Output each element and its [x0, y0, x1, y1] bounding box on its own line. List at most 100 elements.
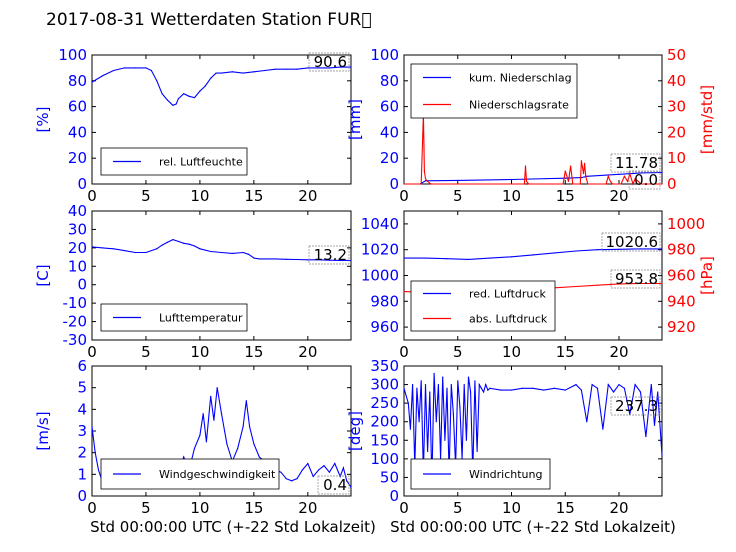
- x-tick-label: 15: [244, 343, 263, 361]
- data-point: [91, 426, 93, 428]
- y-tick-label-right: 20: [667, 123, 686, 141]
- page-title: 2017-08-31 Wetterdaten Station FUR : [46, 10, 372, 30]
- x-tick-label: 15: [556, 187, 575, 205]
- data-point: [607, 175, 609, 177]
- data-point: [328, 259, 331, 261]
- data-point: [476, 450, 478, 453]
- x-tick-label: 20: [298, 187, 317, 205]
- data-point: [639, 248, 642, 250]
- data-point: [424, 180, 427, 182]
- data-point: [412, 383, 414, 386]
- value-label-box: [610, 153, 661, 173]
- y-axis-label: [m/s]: [34, 411, 52, 450]
- data-point: [264, 69, 266, 72]
- y-tick-label: 100: [370, 46, 399, 64]
- data-point: [166, 99, 169, 101]
- y-tick-label: 0: [77, 175, 87, 193]
- y-tick-label: 20: [380, 149, 399, 167]
- data-point: [525, 180, 528, 183]
- data-point: [618, 383, 620, 386]
- legend-label: Windrichtung: [469, 468, 542, 481]
- y-axis-label: [mm]: [346, 99, 364, 140]
- series-line-2: [404, 114, 662, 186]
- data-point: [193, 96, 196, 99]
- data-point: [575, 383, 577, 386]
- data-point: [274, 68, 277, 70]
- y-tick-label: 60: [380, 98, 399, 116]
- data-point: [220, 72, 223, 74]
- x-tick-label: 0: [399, 187, 409, 205]
- value-label-box: [308, 245, 350, 265]
- data-point: [253, 257, 255, 259]
- y-tick-label: 30: [68, 220, 87, 238]
- data-point: [242, 72, 244, 74]
- data-point: [183, 93, 185, 95]
- y-tick-label: 980: [370, 292, 399, 310]
- data-point: [637, 180, 639, 183]
- y-tick-label: 200: [370, 413, 399, 431]
- value-label-box: [628, 170, 661, 190]
- y-tick-label: 80: [380, 72, 399, 90]
- data-point: [183, 456, 185, 458]
- y-tick-label: 350: [370, 357, 399, 375]
- data-point: [172, 104, 174, 106]
- y-tick-label: 0: [77, 276, 87, 294]
- data-point: [457, 179, 459, 181]
- data-point: [424, 383, 427, 386]
- data-point: [307, 462, 309, 465]
- data-point: [285, 478, 287, 480]
- y-tick-label: 250: [370, 394, 399, 412]
- value-label-box: [610, 396, 661, 416]
- data-point: [429, 391, 431, 393]
- data-point: [620, 183, 622, 185]
- data-point: [437, 383, 439, 386]
- y-tick-label-right: 980: [667, 241, 696, 259]
- x-tick-label: 20: [298, 343, 317, 361]
- data-point: [183, 242, 185, 244]
- data-point: [639, 282, 642, 285]
- data-point: [446, 387, 448, 389]
- data-point: [318, 67, 320, 69]
- data-point: [575, 285, 577, 288]
- data-point: [480, 387, 482, 389]
- data-point: [210, 250, 212, 253]
- data-point: [199, 90, 201, 92]
- data-point: [433, 372, 435, 375]
- data-point: [339, 66, 341, 68]
- data-point: [478, 383, 480, 386]
- data-point: [643, 183, 645, 185]
- legend-box: [410, 280, 556, 332]
- data-point: [403, 183, 405, 185]
- value-label-box: [610, 269, 661, 289]
- data-point: [123, 67, 125, 69]
- data-point: [301, 469, 304, 471]
- panel-precipitation: 0 5 10 15 20 0 20 40 60 80 100 0 10 20 30 40 50 [mm] [mm/s…: [346, 46, 716, 205]
- data-point: [609, 180, 612, 183]
- y-tick-label: 3: [77, 422, 87, 440]
- data-point: [231, 71, 233, 73]
- data-point: [307, 259, 309, 261]
- data-point: [463, 383, 465, 386]
- x-tick-label: 0: [87, 343, 97, 361]
- value-label-box: [317, 475, 350, 495]
- data-point: [220, 251, 223, 254]
- x-tick-label: 0: [87, 499, 97, 517]
- data-point: [403, 291, 405, 293]
- y-tick-label: -30: [63, 331, 88, 349]
- data-point: [442, 376, 444, 378]
- data-point: [339, 259, 341, 261]
- data-point: [564, 170, 566, 172]
- data-point: [489, 387, 491, 389]
- y-axis-label: [%]: [34, 107, 52, 133]
- data-point: [91, 246, 93, 248]
- data-point: [323, 465, 325, 467]
- data-point: [586, 175, 588, 177]
- data-point: [582, 173, 585, 175]
- data-point: [553, 387, 556, 389]
- y-tick-label: 150: [370, 431, 399, 449]
- data-point: [424, 178, 427, 180]
- data-point: [553, 252, 556, 254]
- data-point: [285, 68, 287, 70]
- data-point: [629, 413, 631, 415]
